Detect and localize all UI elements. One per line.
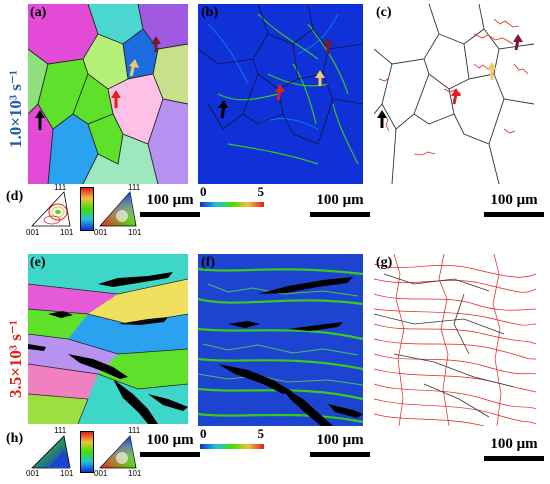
arrows-c xyxy=(377,34,523,128)
ipf-corner-111-h2: 111 xyxy=(128,426,141,435)
panel-label-g: (g) xyxy=(376,255,393,270)
arrows-a xyxy=(35,36,161,130)
arrow-yellow-a xyxy=(129,59,139,77)
arrow-black-a xyxy=(35,110,45,130)
scale-bar-label: 100 μm xyxy=(490,436,538,452)
arrow-black-b xyxy=(218,100,228,119)
arrow-red-a xyxy=(111,90,121,108)
arrow-darkred-a xyxy=(151,36,161,52)
arrows-b xyxy=(218,38,333,119)
ipf-color-key-d xyxy=(99,191,137,227)
scale-bar-line xyxy=(484,456,544,461)
ipf-corner-101-h2: 101 xyxy=(128,469,142,478)
scale-bar-line xyxy=(140,452,200,457)
ipf-map-a-graphic xyxy=(28,4,188,184)
scale-bar-label: 100 μm xyxy=(146,192,194,208)
arrow-darkred-c xyxy=(513,34,523,51)
ipf-corner-111-d1: 111 xyxy=(54,183,67,192)
scale-bar-label: 100 μm xyxy=(316,192,364,208)
scale-bar-a: 100 μm xyxy=(140,192,200,217)
scale-bar-line xyxy=(310,452,370,457)
boundary-map-c-graphic xyxy=(374,4,534,184)
ipf-map-e: (e) xyxy=(28,254,188,424)
ipf-corner-001-d2: 001 xyxy=(94,228,108,237)
arrow-yellow-b xyxy=(315,70,325,86)
scale-bar-g: 100 μm xyxy=(484,436,544,461)
ipf-corner-101-d2: 101 xyxy=(128,228,142,237)
ipf-corner-101-d1: 101 xyxy=(60,228,74,237)
arrow-darkred-b xyxy=(323,38,333,54)
ipf-corner-001-d1: 001 xyxy=(26,228,40,237)
panel-label-c: (c) xyxy=(376,5,392,20)
panel-label-d: (d) xyxy=(6,189,24,204)
scale-bar-f: 100 μm xyxy=(310,432,370,457)
boundary-map-g: (g) xyxy=(374,254,536,426)
panel-label-a: (a) xyxy=(30,5,47,20)
colorbar-max: 5 xyxy=(257,426,265,441)
panel-label-b: (b) xyxy=(201,5,219,20)
kam-colorbar-bottom: 0 5 xyxy=(200,426,264,449)
panel-label-e: (e) xyxy=(30,255,46,270)
panel-label-f: (f) xyxy=(201,255,215,270)
arrow-red-b xyxy=(275,84,285,101)
scale-bar-b: 100 μm xyxy=(310,192,370,217)
ipf-corner-111-d2: 111 xyxy=(128,183,141,192)
arrow-black-c xyxy=(377,110,387,128)
pole-figure-triangle-h1 xyxy=(31,435,71,469)
scale-bar-line xyxy=(140,212,200,217)
intensity-scale-d xyxy=(80,187,94,231)
kam-map-f: (f) xyxy=(198,254,363,426)
row-label-strain-rate-top: 1.0×10³ s⁻¹ xyxy=(6,70,25,148)
colorbar-min: 0 xyxy=(200,426,207,441)
kam-colorbar-top: 0 5 xyxy=(200,184,264,207)
pole-figure-triangle-d1 xyxy=(31,191,71,227)
kam-map-f-graphic xyxy=(198,267,363,426)
colorbar-max: 5 xyxy=(257,184,265,199)
scale-bar-line xyxy=(484,212,544,217)
intensity-scale-h xyxy=(80,431,94,473)
ipf-corner-101-h1: 101 xyxy=(60,469,74,478)
scale-bar-e: 100 μm xyxy=(140,432,200,457)
ipf-color-key-h xyxy=(99,435,137,469)
panel-label-h: (h) xyxy=(6,431,24,446)
scale-bar-line xyxy=(310,212,370,217)
ipf-corner-001-h1: 001 xyxy=(26,469,40,478)
scale-bar-label: 100 μm xyxy=(316,432,364,448)
ipf-map-e-graphic xyxy=(28,254,188,424)
scale-bar-label: 100 μm xyxy=(146,432,194,448)
arrow-yellow-c xyxy=(487,62,497,80)
ipf-corner-001-h2: 001 xyxy=(94,469,108,478)
scale-bar-c: 100 μm xyxy=(484,192,544,217)
ipf-map-a: (a) xyxy=(28,4,188,184)
arrow-red-c xyxy=(451,88,461,105)
ipf-corner-111-h1: 111 xyxy=(54,426,67,435)
kam-map-b-graphic xyxy=(198,4,363,165)
kam-map-b: (b) xyxy=(198,4,363,184)
row-label-strain-rate-bottom: 3.5×10³ s⁻¹ xyxy=(6,320,25,398)
scale-bar-label: 100 μm xyxy=(490,192,538,208)
boundary-map-g-graphic xyxy=(374,254,536,426)
colorbar-min: 0 xyxy=(200,184,207,199)
boundary-map-c: (c) xyxy=(374,4,534,184)
